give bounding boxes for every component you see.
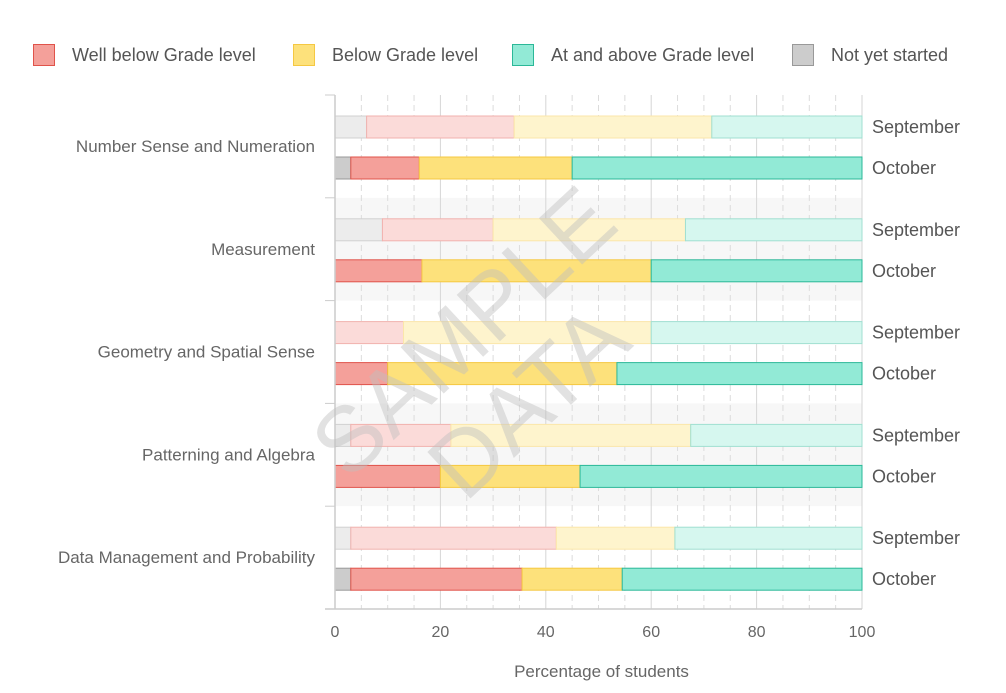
legend-item[interactable]: Below Grade level: [293, 40, 478, 70]
legend-label: Below Grade level: [332, 44, 479, 65]
bar-at-and-above-grade-level-october: [571, 156, 863, 180]
legend-item[interactable]: Not yet started: [792, 40, 948, 70]
period-label: October: [872, 261, 936, 281]
bar-well-below-grade-level-october: [350, 156, 420, 180]
period-label: September: [872, 528, 960, 548]
legend-label: At and above Grade level: [551, 44, 755, 65]
x-tick-label: 80: [748, 624, 766, 641]
category-label: Number Sense and Numeration: [76, 137, 315, 156]
bar-below-grade-level-september: [513, 115, 713, 139]
chart-legend: Well below Grade level Below Grade level A…: [0, 40, 1006, 70]
x-tick-label: 0: [331, 624, 340, 641]
legend-swatch: [792, 44, 814, 66]
period-label: October: [872, 569, 936, 589]
x-tick-label: 40: [537, 624, 555, 641]
bar-not-yet-started-september: [334, 218, 383, 242]
bar-at-and-above-grade-level-september: [690, 423, 863, 447]
bar-below-grade-level-september: [555, 526, 676, 550]
bar-well-below-grade-level-october: [334, 259, 423, 283]
bar-at-and-above-grade-level-october: [621, 567, 863, 591]
bar-well-below-grade-level-september: [350, 526, 557, 550]
x-tick-label: 60: [642, 624, 660, 641]
bar-at-and-above-grade-level-september: [674, 526, 863, 550]
x-tick-label: 100: [849, 624, 876, 641]
bar-at-and-above-grade-level-october: [650, 259, 863, 283]
legend-swatch: [512, 44, 534, 66]
bar-at-and-above-grade-level-october: [616, 362, 863, 386]
period-label: September: [872, 323, 960, 343]
bar-at-and-above-grade-level-october: [579, 464, 863, 488]
bar-not-yet-started-september: [334, 526, 352, 550]
legend-swatch: [293, 44, 315, 66]
period-label: September: [872, 220, 960, 240]
legend-item[interactable]: At and above Grade level: [512, 40, 754, 70]
period-label: September: [872, 425, 960, 445]
period-label: October: [872, 466, 936, 486]
bar-not-yet-started-october: [334, 567, 352, 591]
category-label: Patterning and Algebra: [142, 445, 316, 464]
x-axis-label: Percentage of students: [514, 662, 689, 681]
bar-well-below-grade-level-october: [350, 567, 523, 591]
bar-below-grade-level-october: [521, 567, 623, 591]
bar-not-yet-started-september: [334, 115, 368, 139]
bar-at-and-above-grade-level-september: [684, 218, 863, 242]
bar-at-and-above-grade-level-september: [650, 321, 863, 345]
legend-label: Not yet started: [831, 44, 949, 65]
legend-item[interactable]: Well below Grade level: [33, 40, 256, 70]
category-label: Data Management and Probability: [58, 548, 316, 567]
x-tick-label: 20: [432, 624, 450, 641]
bar-below-grade-level-october: [418, 156, 573, 180]
bar-well-below-grade-level-september: [366, 115, 515, 139]
bar-at-and-above-grade-level-september: [711, 115, 863, 139]
period-label: October: [872, 158, 936, 178]
bar-well-below-grade-level-september: [381, 218, 494, 242]
category-label: Measurement: [211, 240, 315, 259]
legend-label: Well below Grade level: [72, 44, 256, 65]
period-label: October: [872, 364, 936, 384]
legend-swatch: [33, 44, 55, 66]
period-label: September: [872, 117, 960, 137]
category-label: Geometry and Spatial Sense: [98, 343, 315, 362]
bar-not-yet-started-october: [334, 156, 352, 180]
